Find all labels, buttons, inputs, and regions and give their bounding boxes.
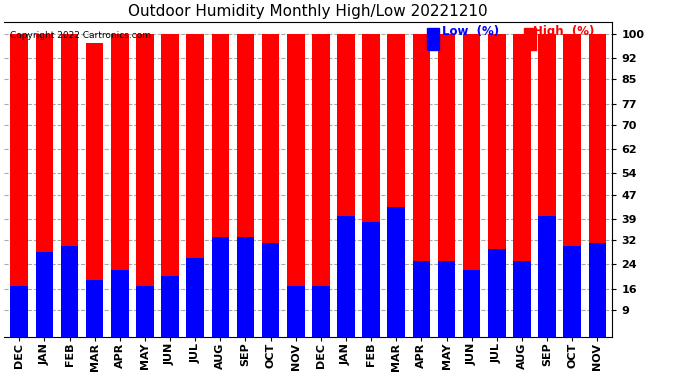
- Bar: [287, 34, 304, 337]
- Bar: [212, 34, 229, 337]
- Bar: [437, 261, 455, 337]
- Bar: [262, 243, 279, 337]
- Text: Low  (%): Low (%): [442, 25, 500, 38]
- Bar: [388, 34, 405, 337]
- Bar: [161, 34, 179, 337]
- Text: High  (%): High (%): [533, 25, 595, 38]
- Bar: [362, 222, 380, 337]
- Bar: [287, 286, 304, 337]
- Bar: [362, 34, 380, 337]
- Bar: [589, 243, 606, 337]
- Bar: [136, 34, 154, 337]
- Bar: [237, 34, 254, 337]
- Bar: [61, 246, 78, 337]
- Bar: [61, 34, 78, 337]
- Bar: [488, 34, 506, 337]
- Bar: [312, 34, 330, 337]
- Bar: [111, 34, 128, 337]
- Bar: [463, 270, 480, 337]
- FancyBboxPatch shape: [524, 28, 536, 50]
- Bar: [262, 34, 279, 337]
- Title: Outdoor Humidity Monthly High/Low 20221210: Outdoor Humidity Monthly High/Low 202212…: [128, 4, 488, 19]
- Bar: [463, 34, 480, 337]
- Bar: [538, 216, 556, 337]
- Bar: [86, 279, 104, 337]
- Bar: [36, 34, 53, 337]
- Bar: [589, 34, 606, 337]
- Text: Copyright 2022 Cartronics.com: Copyright 2022 Cartronics.com: [10, 31, 151, 40]
- FancyBboxPatch shape: [427, 28, 439, 50]
- Bar: [186, 258, 204, 337]
- Bar: [237, 237, 254, 337]
- Bar: [564, 34, 581, 337]
- Bar: [337, 34, 355, 337]
- Bar: [413, 261, 430, 337]
- Bar: [10, 34, 28, 337]
- Bar: [312, 286, 330, 337]
- Bar: [437, 34, 455, 337]
- Bar: [488, 249, 506, 337]
- Bar: [388, 207, 405, 337]
- Bar: [186, 34, 204, 337]
- Bar: [564, 246, 581, 337]
- Bar: [10, 286, 28, 337]
- Bar: [513, 34, 531, 337]
- Bar: [538, 34, 556, 337]
- Bar: [36, 252, 53, 337]
- Bar: [161, 276, 179, 337]
- Bar: [413, 34, 430, 337]
- Bar: [86, 43, 104, 337]
- Bar: [513, 261, 531, 337]
- Bar: [337, 216, 355, 337]
- Bar: [212, 237, 229, 337]
- Bar: [111, 270, 128, 337]
- Bar: [136, 286, 154, 337]
